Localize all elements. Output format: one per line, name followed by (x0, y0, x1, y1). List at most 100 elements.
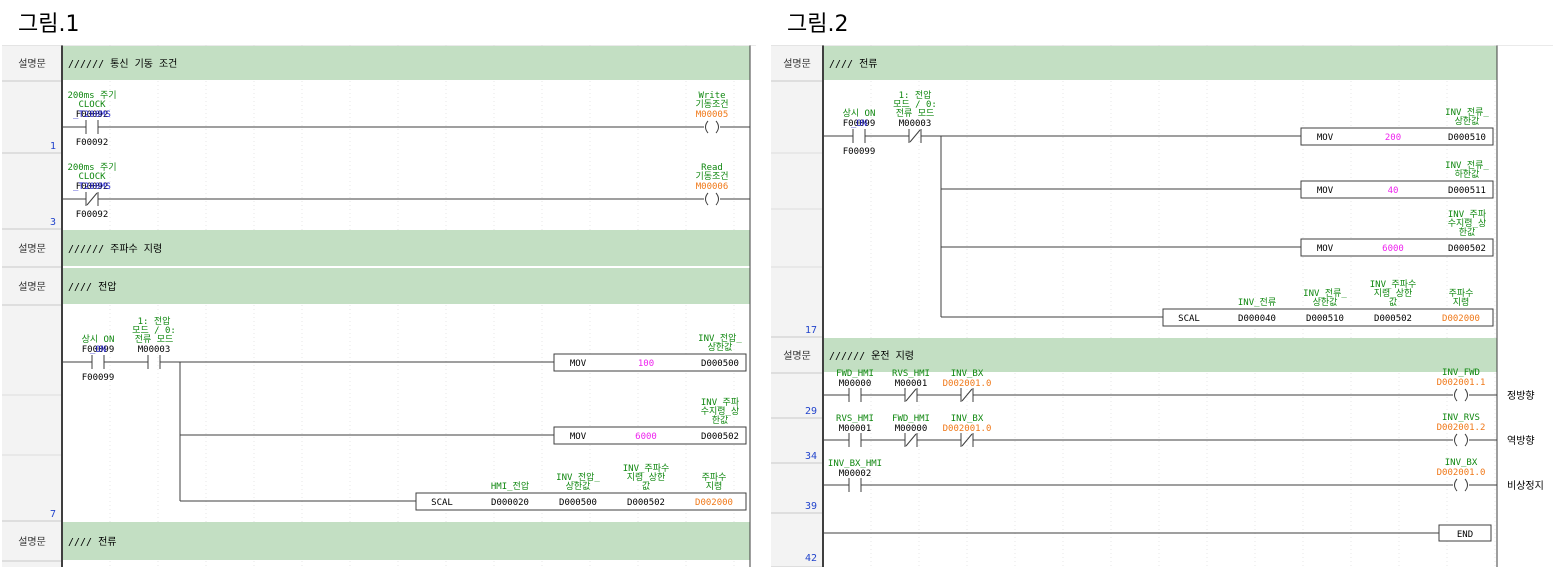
figure-1-title: 그림.1 (18, 12, 80, 37)
instruction-destination: D000510 (1448, 133, 1486, 143)
coil-description: Read (701, 163, 723, 173)
output-coil[interactable] (1451, 477, 1471, 493)
comment-row[interactable] (62, 268, 750, 304)
contact-nc-slash (905, 433, 917, 447)
instruction-constant: 200 (1385, 133, 1401, 143)
output-coil[interactable] (702, 119, 722, 135)
contact-address: M00001 (895, 379, 928, 389)
contact-address: F00092 (76, 138, 109, 148)
coil-description: 기동조건 (695, 99, 728, 110)
coil-description: INV_BX (1445, 458, 1478, 468)
coil-left (705, 192, 709, 206)
instruction-operand: D000020 (491, 498, 529, 508)
rung-note: 역방향 (1507, 435, 1535, 447)
contact-address: M00003 (899, 119, 932, 129)
output-coil[interactable] (1451, 432, 1471, 448)
step-number: 29 (805, 406, 817, 417)
comment-label: 설명문 (18, 243, 46, 255)
comment-row[interactable] (62, 230, 750, 266)
instruction-constant: 100 (638, 359, 654, 369)
ladder-canvas-1[interactable]: 설명문////// 통신 기동 조건1F00092F00092_T200MS20… (2, 45, 756, 567)
scal-instruction-box[interactable] (415, 492, 747, 511)
comment-text: ////// 주파수 지령 (68, 243, 162, 255)
rung-note: 정방향 (1507, 390, 1535, 402)
operand-description: 지령 (1453, 296, 1470, 308)
contact-variable: _T200MS (73, 182, 111, 192)
operand-description: 상한값 (1313, 296, 1338, 308)
operand-description: 지령 (706, 480, 723, 492)
operand-description: 상한값 (1455, 115, 1480, 127)
scal-instruction-box[interactable] (1162, 308, 1494, 327)
contact-variable: _T200MS (73, 110, 111, 120)
contact-address: F00092 (76, 210, 109, 220)
operand-description: 값 (642, 480, 650, 492)
instruction-operand: D000502 (627, 498, 665, 508)
contact-variable: _ON (90, 345, 106, 355)
output-coil[interactable] (1451, 387, 1471, 403)
rung-note: 비상정지 (1507, 480, 1544, 492)
contact-address: F00092 (76, 182, 109, 192)
step-number: 34 (805, 451, 817, 462)
contact-description: INV_BX (951, 369, 984, 379)
contact-description: 200ms 주기 (67, 162, 116, 173)
contact-address: F00099 (82, 345, 115, 355)
coil-left (1454, 478, 1458, 492)
step-number: 17 (805, 325, 817, 336)
ladder-editor-figure-2[interactable]: 설명문//// 전류 17 F00099 F00099 _ON 상시 ON M00003 1:… (771, 45, 1553, 567)
line-number-gutter (771, 45, 823, 567)
mov-instruction-box[interactable] (1300, 238, 1494, 257)
instruction-operand: D000502 (1374, 314, 1412, 324)
contact-description: FWD_HMI (892, 414, 930, 424)
mov-instruction-box[interactable] (553, 426, 747, 445)
coil-description: Write (698, 91, 725, 101)
coil-address: M00006 (696, 182, 729, 192)
contact-description: 200ms 주기 (67, 90, 116, 101)
contact-address: F00092 (76, 110, 109, 120)
comment-label: 설명문 (18, 536, 46, 548)
instruction-operand: D000500 (559, 498, 597, 508)
comment-text: //// 전류 (829, 58, 878, 70)
instruction-destination: D000511 (1448, 186, 1486, 196)
step-number: 7 (50, 509, 56, 520)
operand-description: 값 (1389, 296, 1397, 308)
contact-address: F00099 (82, 373, 115, 383)
step-number: 42 (805, 553, 817, 564)
comment-row[interactable] (823, 46, 1497, 80)
coil-right (715, 192, 719, 206)
coil-address: D002001.2 (1437, 423, 1486, 433)
operand-description: INV_주파 (701, 397, 740, 408)
contact-address: M00000 (895, 424, 928, 434)
instruction-opcode: SCAL (1178, 314, 1200, 324)
contact-description: 전류 모드 (896, 108, 935, 119)
mov-instruction-box[interactable] (1300, 127, 1494, 146)
comment-text: ////// 운전 지령 (829, 350, 914, 362)
comment-row[interactable] (62, 522, 750, 560)
coil-right (1464, 478, 1468, 492)
comment-row[interactable] (62, 46, 750, 80)
contact-description: 상시 ON (82, 334, 115, 345)
operand-description: INV_전류 (1238, 297, 1276, 308)
contact-description: 전류 모드 (135, 334, 174, 345)
operand-description: 수지령_상 (701, 405, 740, 417)
contact-description: 1: 전압 (899, 89, 932, 101)
ladder-editor-figure-1[interactable]: 설명문////// 통신 기동 조건 1 F00092 F00092 _T200MS 20… (2, 45, 756, 567)
comment-row[interactable] (823, 338, 1497, 372)
instruction-operand: D000510 (1306, 314, 1344, 324)
operand-description: INV_주파수 (1370, 279, 1417, 290)
operand-description: INV_전류_ (1445, 107, 1489, 118)
contact-nc-slash (961, 433, 973, 447)
contact-description: RVS_HMI (836, 414, 874, 424)
line-number-gutter (2, 45, 62, 567)
instruction-opcode: MOV (1317, 186, 1334, 196)
coil-left (1454, 388, 1458, 402)
operand-description: 주파수 (1449, 288, 1474, 299)
instruction-destination: D000502 (1448, 244, 1486, 254)
contact-address: F00099 (843, 147, 876, 157)
mov-instruction-box[interactable] (553, 353, 747, 372)
comment-text: //// 전류 (68, 536, 117, 548)
mov-instruction-box[interactable] (1300, 180, 1494, 199)
output-coil[interactable] (702, 191, 722, 207)
end-instruction-box[interactable] (1438, 524, 1492, 542)
comment-text: ////// 통신 기동 조건 (68, 58, 177, 70)
